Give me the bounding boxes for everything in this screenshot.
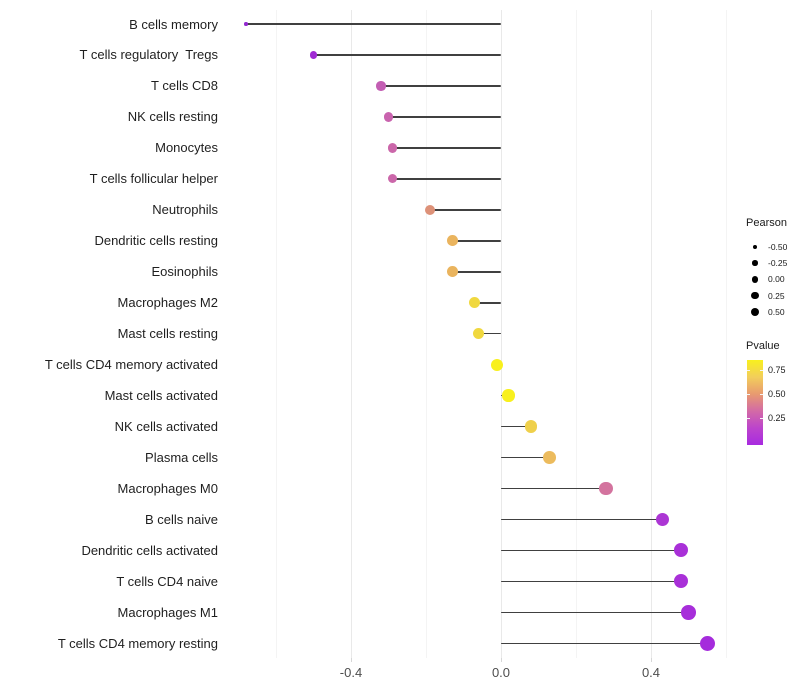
pvalue-colorbar — [747, 360, 763, 445]
y-axis-label: T cells follicular helper — [89, 171, 218, 187]
stem-line — [452, 239, 501, 242]
plot-panel — [222, 10, 731, 658]
size-legend-title: Pearson — [746, 217, 787, 229]
data-point — [446, 266, 458, 278]
size-legend-dot — [751, 291, 759, 300]
size-legend-label: -0.50 — [768, 242, 788, 252]
data-point — [424, 204, 435, 215]
stem-line — [313, 54, 501, 56]
stem-line — [381, 85, 501, 87]
stem-line — [392, 147, 501, 149]
minor-gridline — [576, 10, 577, 658]
data-point — [387, 174, 397, 184]
colorbar-tick-mark — [747, 394, 750, 395]
stem-line — [388, 116, 501, 118]
y-axis-label: B cells memory — [129, 16, 218, 32]
stem-line — [501, 425, 531, 428]
major-gridline — [651, 10, 652, 658]
colorbar-tick-label: 0.75 — [768, 365, 786, 375]
data-point — [655, 512, 669, 527]
data-point — [674, 543, 688, 558]
colorbar-tick-mark — [747, 418, 750, 419]
data-point — [502, 389, 515, 402]
size-legend-label: 0.25 — [768, 290, 785, 301]
data-point — [244, 22, 248, 26]
y-axis-label: Dendritic cells resting — [94, 233, 218, 249]
y-axis-label: Macrophages M2 — [117, 295, 218, 311]
size-legend-dot — [752, 244, 758, 250]
data-point — [446, 235, 458, 247]
data-point — [472, 328, 485, 340]
data-point — [387, 143, 397, 153]
data-point — [309, 51, 318, 59]
y-axis-label: Monocytes — [155, 140, 218, 156]
colorbar-tick-mark — [747, 370, 750, 371]
size-legend-label: 0.00 — [768, 274, 785, 285]
y-axis-label: Dendritic cells activated — [81, 542, 218, 558]
stem-line — [452, 270, 501, 273]
y-axis-label: T cells CD4 naive — [116, 573, 218, 589]
data-point — [699, 635, 715, 652]
stem-line — [501, 456, 550, 459]
major-gridline — [501, 10, 502, 658]
minor-gridline — [726, 10, 727, 658]
colorbar-tick-label: 0.25 — [768, 413, 786, 423]
y-axis-label: Mast cells activated — [104, 388, 218, 404]
stem-line — [501, 580, 681, 583]
data-point — [376, 81, 386, 91]
data-point — [491, 358, 504, 371]
y-axis-label: T cells CD4 memory activated — [44, 357, 218, 373]
data-point — [674, 574, 688, 589]
stem-line — [478, 332, 501, 335]
stem-line — [501, 549, 681, 552]
colorbar-tick-mark — [760, 370, 763, 371]
minor-gridline — [276, 10, 277, 658]
data-point — [383, 112, 394, 122]
size-legend-dot — [750, 307, 760, 317]
data-point — [469, 297, 481, 309]
colorbar-tick-mark — [760, 394, 763, 395]
y-axis-label: Mast cells resting — [117, 326, 218, 342]
size-legend-label: 0.50 — [768, 306, 785, 317]
color-legend-title: Pvalue — [746, 340, 780, 352]
data-point — [681, 605, 696, 620]
x-tick-mark — [501, 658, 502, 662]
stem-line — [246, 23, 501, 25]
data-point — [524, 420, 538, 433]
x-tick-label: 0.4 — [641, 665, 661, 680]
stem-line — [392, 178, 501, 180]
minor-gridline — [426, 10, 427, 658]
y-axis-label: NK cells resting — [127, 109, 218, 125]
size-legend-dot — [752, 260, 758, 266]
stem-line — [501, 642, 708, 645]
y-axis-label: Neutrophils — [152, 202, 218, 218]
y-axis-label: Macrophages M0 — [117, 481, 218, 497]
stem-line — [501, 611, 689, 614]
stem-line — [429, 209, 501, 211]
colorbar-tick-label: 0.50 — [768, 389, 786, 399]
stem-line — [474, 301, 501, 304]
major-gridline — [351, 10, 352, 658]
size-legend-label: -0.25 — [768, 258, 788, 269]
colorbar-tick-mark — [760, 418, 763, 419]
x-tick-mark — [651, 658, 652, 662]
x-tick-mark — [351, 658, 352, 662]
size-legend-dot — [751, 276, 759, 283]
y-axis-label: Eosinophils — [151, 264, 219, 280]
y-axis-label: T cells CD4 memory resting — [57, 635, 218, 651]
x-tick-label: -0.4 — [339, 665, 363, 680]
stem-line — [501, 487, 606, 490]
data-point — [599, 481, 613, 496]
y-axis-label: Plasma cells — [145, 450, 218, 466]
y-axis-label: T cells CD8 — [151, 78, 218, 94]
y-axis-label: T cells regulatory Tregs — [79, 47, 218, 63]
data-point — [543, 451, 557, 464]
y-axis-label: B cells naive — [145, 512, 218, 528]
x-tick-label: 0.0 — [491, 665, 511, 680]
y-axis-label: Macrophages M1 — [117, 604, 218, 620]
y-axis-label: NK cells activated — [114, 419, 218, 435]
stem-line — [501, 518, 663, 521]
